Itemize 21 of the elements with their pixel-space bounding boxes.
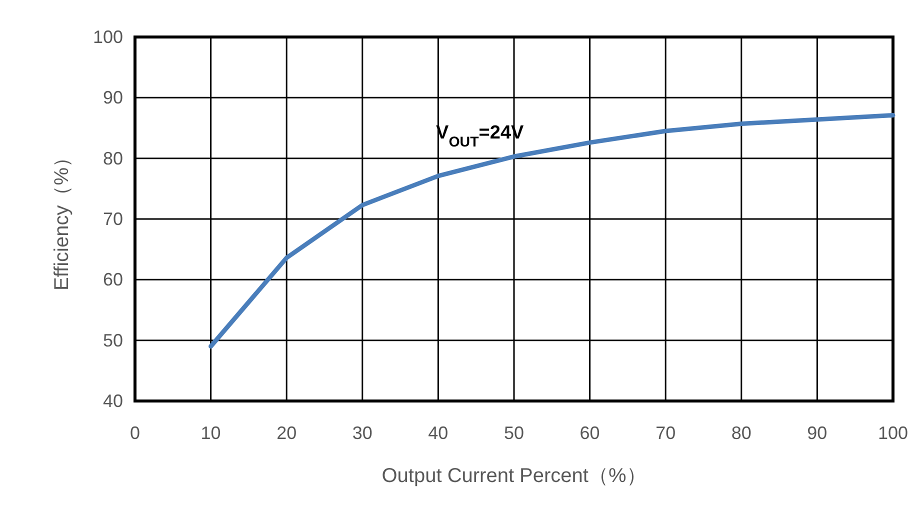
x-tick-label: 40 [428,423,448,443]
x-tick-label: 10 [200,423,221,443]
x-tick-label: 30 [352,423,372,443]
y-tick-label: 50 [102,330,123,350]
x-tick-label: 60 [580,423,600,443]
x-tick-label: 80 [731,423,752,443]
y-tick-label: 70 [102,209,123,229]
x-tick-label: 0 [130,423,140,443]
x-tick-label: 70 [656,423,676,443]
y-tick-label: 100 [92,27,123,47]
x-tick-label: 50 [504,423,524,443]
y-tick-label: 60 [102,270,123,290]
y-tick-label: 40 [102,391,123,411]
x-axis-title: Output Current Percent（%） [382,465,646,487]
line-series [208,113,896,349]
x-tick-label: 100 [878,423,908,443]
y-tick-label: 80 [102,148,123,168]
x-tick-label: 20 [276,423,297,443]
y-axis-title: Efficiency（%） [51,147,73,291]
x-tick-label: 90 [807,423,828,443]
y-tick-label: 90 [102,88,123,108]
